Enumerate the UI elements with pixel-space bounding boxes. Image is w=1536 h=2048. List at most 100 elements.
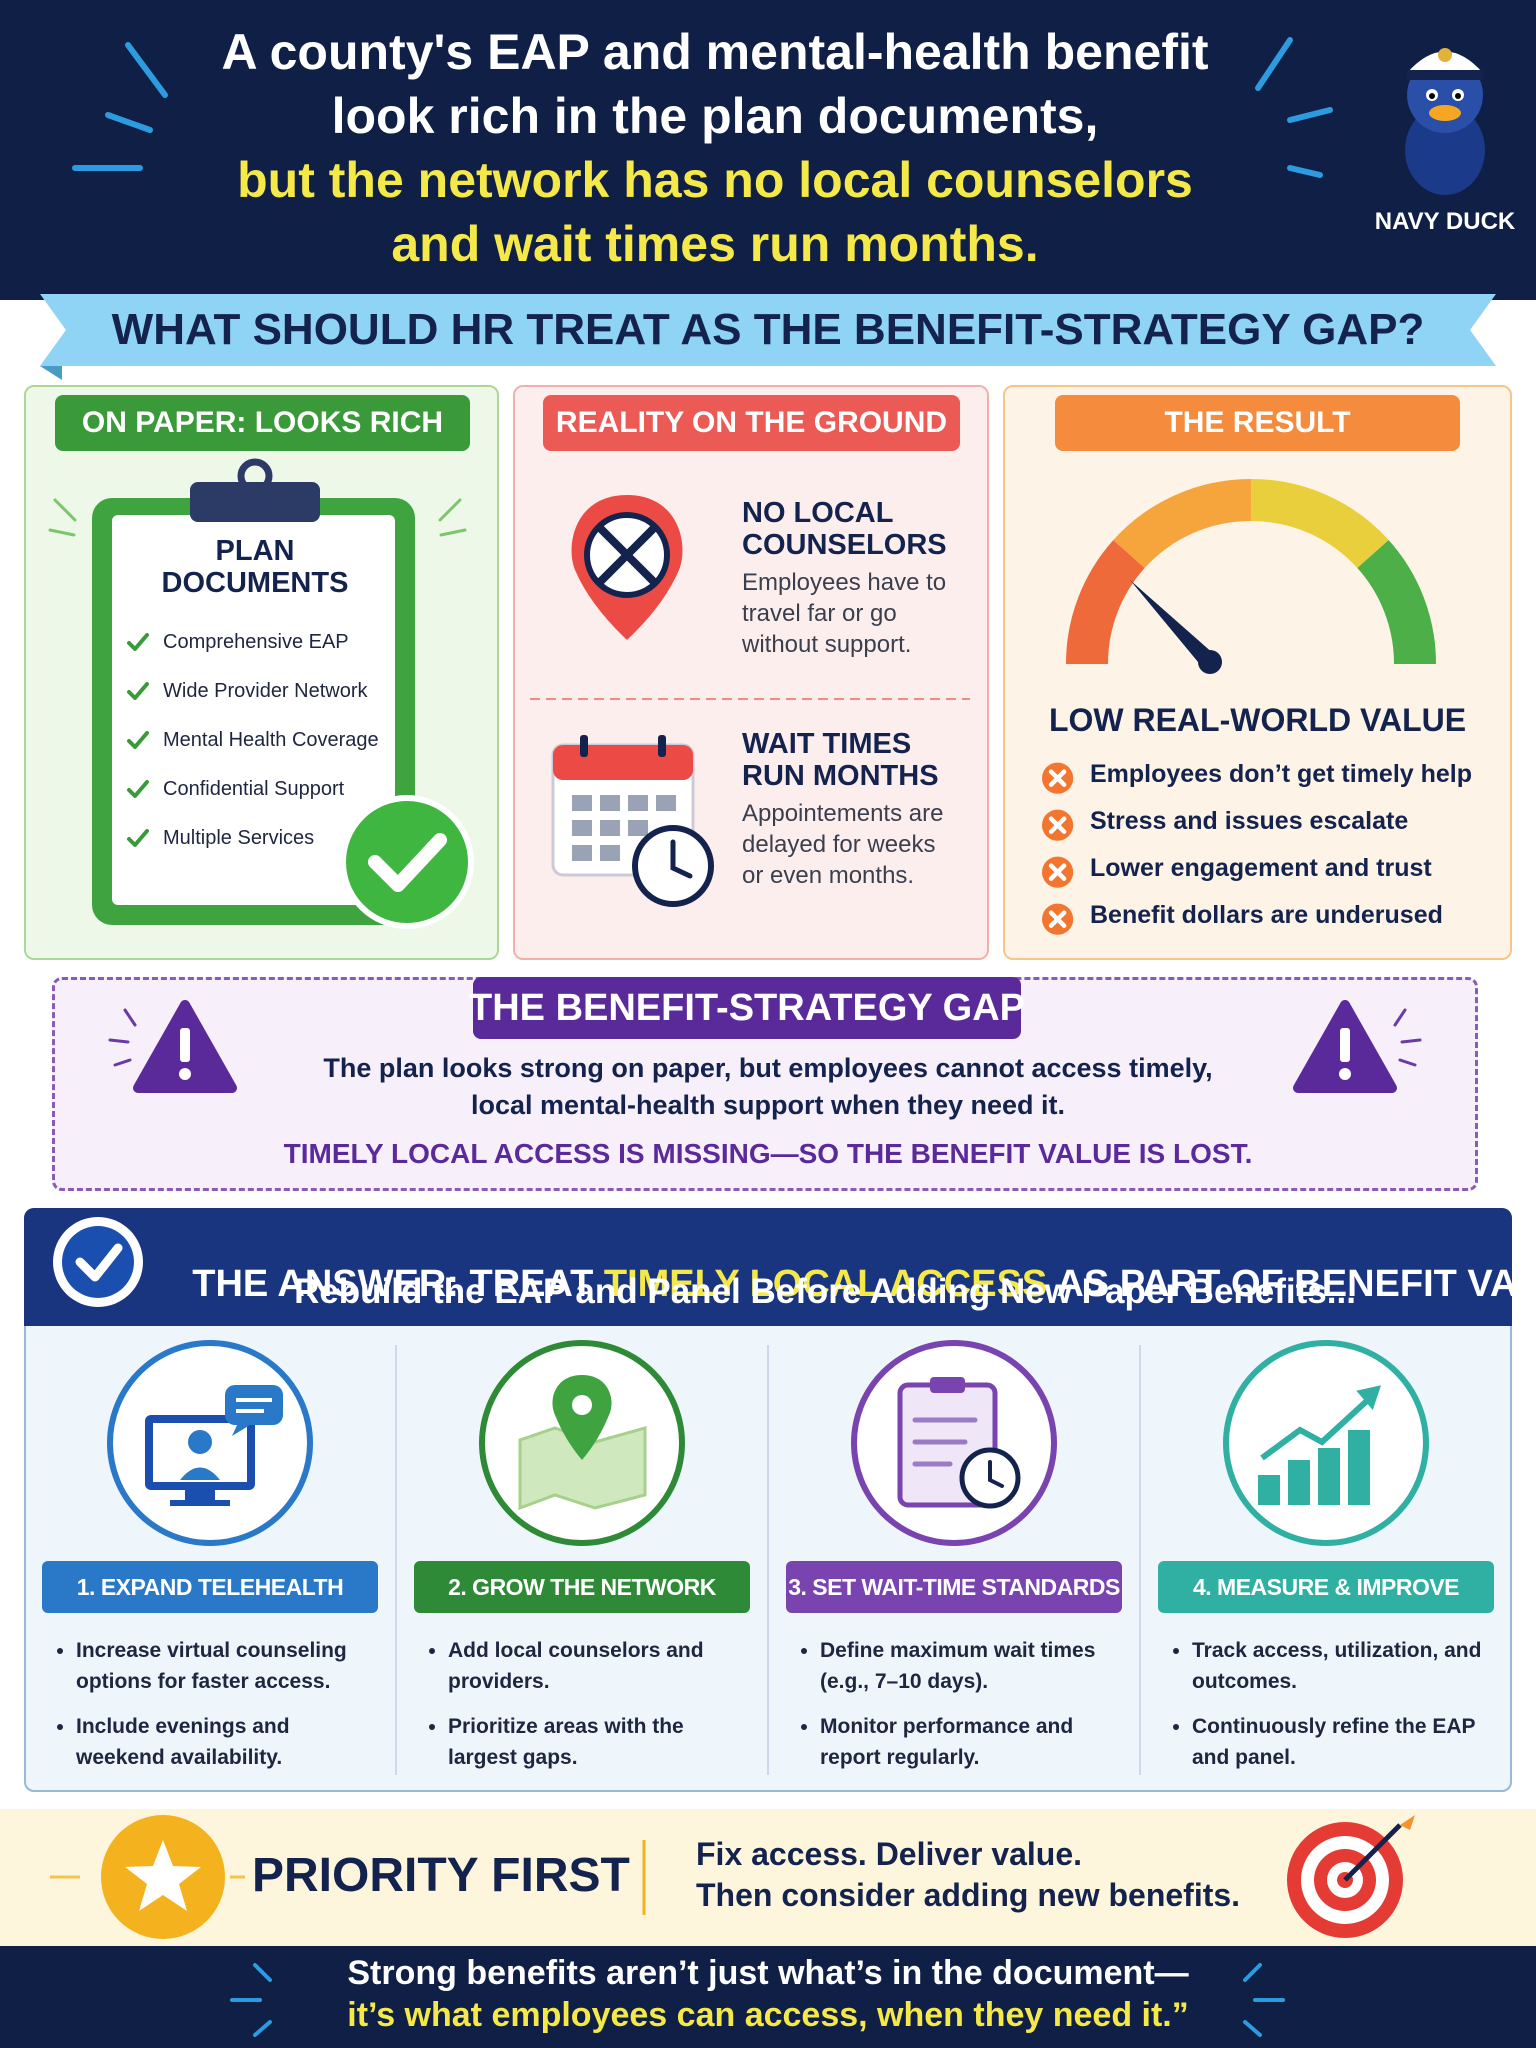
- decoration: [1429, 105, 1461, 121]
- decoration: [912, 1417, 978, 1467]
- paper-item-text: Mental Health Coverage: [163, 729, 379, 751]
- decoration: [113, 1058, 132, 1067]
- decoration: [1258, 1430, 1370, 1505]
- step-badge: 3. SET WAIT-TIME STANDARDS: [786, 1561, 1122, 1613]
- decoration: [572, 1395, 592, 1415]
- answer-title-highlight: TIMELY LOCAL ACCESS: [603, 1263, 1048, 1305]
- result-item-text: Lower engagement and trust: [1090, 854, 1432, 882]
- step-bullet: Monitor performance and report regularly…: [820, 1711, 1110, 1773]
- paper-item: Wide Provider Network: [126, 677, 416, 726]
- step-badge: 2. GROW THE NETWORK: [414, 1561, 750, 1613]
- result-icon-holder: [1042, 760, 1086, 804]
- decoration: [1048, 816, 1067, 834]
- decoration: [1348, 1430, 1370, 1505]
- decoration: [1393, 1008, 1407, 1027]
- decoration: [1407, 51, 1483, 73]
- decoration: [439, 528, 467, 537]
- decoration: [1113, 478, 1252, 569]
- decoration: [930, 1377, 965, 1393]
- decoration: [658, 735, 666, 757]
- decoration: [53, 498, 77, 522]
- decoration: [1398, 1058, 1417, 1067]
- decoration: [1339, 1068, 1351, 1080]
- decoration: [1340, 1028, 1350, 1062]
- step-icons: [107, 1340, 1429, 1775]
- question-banner: [40, 294, 1496, 380]
- decoration: [600, 845, 620, 861]
- title-line: look rich in the plan documents,: [331, 88, 1099, 144]
- decoration: [170, 1500, 230, 1506]
- reality-item-text: Employees have to travel far or go witho…: [742, 569, 947, 658]
- result-items: Employees don’t get timely help Stress an…: [1038, 760, 1498, 948]
- decoration: [395, 1345, 1141, 1775]
- decoration: [127, 682, 149, 700]
- duck-logo: [1405, 48, 1485, 195]
- step-bullet: Continuously refine the EAP and panel.: [1192, 1711, 1482, 1773]
- decoration: [1065, 539, 1145, 665]
- answer-check: [53, 1217, 143, 1307]
- decoration: [1438, 48, 1452, 62]
- footer-line: it’s what employees can access, when the…: [347, 1996, 1189, 2034]
- check-icon: [127, 682, 149, 700]
- header-title: A county's EAP and mental-health benefit…: [110, 20, 1320, 276]
- title-line: and wait times run months.: [391, 216, 1039, 272]
- x-icon: [1042, 809, 1074, 841]
- decoration: [48, 528, 76, 537]
- decoration: [597, 525, 657, 585]
- decoration: [1318, 1448, 1340, 1505]
- decoration: [253, 2020, 272, 2037]
- decoration: [1198, 650, 1222, 674]
- decoration: [628, 820, 648, 836]
- result-item-text: Stress and issues escalate: [1090, 807, 1409, 835]
- decoration: [1048, 910, 1067, 928]
- warning-icons: [108, 1000, 1422, 1093]
- decoration: [48, 498, 467, 537]
- decoration: [628, 795, 648, 811]
- decoration: [125, 42, 168, 98]
- result-title: LOW REAL-WORLD VALUE: [1048, 702, 1467, 738]
- step-bullet: Define maximum wait times (e.g., 7–10 da…: [820, 1635, 1110, 1697]
- decoration: [1065, 478, 1437, 665]
- reality-icons: [530, 495, 970, 907]
- decoration: [1243, 2020, 1262, 2037]
- gauge: [1065, 478, 1437, 674]
- decoration: [1356, 1385, 1382, 1410]
- decoration: [105, 112, 153, 133]
- decoration: [40, 294, 1496, 366]
- decoration: [1287, 165, 1323, 178]
- step-bullets: Define maximum wait times (e.g., 7–10 da…: [800, 1635, 1110, 1787]
- decoration: [368, 833, 447, 892]
- decoration: [180, 1467, 220, 1480]
- step-bullets: Track access, utilization, and outcomes.…: [1172, 1635, 1482, 1787]
- decoration: [72, 37, 1333, 178]
- reality-badge: REALITY ON THE GROUND: [543, 395, 960, 451]
- decoration: [188, 1430, 212, 1454]
- decoration: [237, 458, 273, 494]
- decoration: [127, 633, 149, 651]
- reality-item-text: Appointements are delayed for weeks or e…: [742, 800, 944, 889]
- clipboard: [48, 458, 474, 929]
- decoration: [1400, 1038, 1422, 1044]
- reality-item-title: WAIT TIMES RUN MONTHS: [742, 728, 939, 792]
- step-badge: 1. EXPAND TELEHEALTH: [42, 1561, 378, 1613]
- step-bullet: Include evenings and weekend availabilit…: [76, 1711, 366, 1773]
- result-item-text: Employees don’t get timely help: [1090, 760, 1473, 788]
- paper-item-text: Wide Provider Network: [163, 680, 368, 702]
- decoration: [1260, 1395, 1373, 1461]
- priority-icons: [50, 1815, 1415, 1939]
- decoration: [1288, 1460, 1310, 1505]
- paper-item-text: Comprehensive EAP: [163, 631, 349, 653]
- step-bullet: Track access, utilization, and outcomes.: [1192, 1635, 1482, 1697]
- step-bullets: Increase virtual counseling options for …: [56, 1635, 366, 1787]
- decoration: [572, 845, 592, 861]
- check-icon: [127, 633, 149, 651]
- title-line: but the network has no local counselors: [237, 152, 1193, 208]
- step-bullet: Prioritize areas with the largest gaps.: [448, 1711, 738, 1773]
- decoration: [1048, 769, 1067, 787]
- answer-title-part: THE ANSWER: TREAT: [192, 1263, 604, 1305]
- decoration: [670, 839, 693, 879]
- paper-item: Multiple Services: [126, 824, 416, 873]
- step-bullet: Add local counselors and providers.: [448, 1635, 738, 1697]
